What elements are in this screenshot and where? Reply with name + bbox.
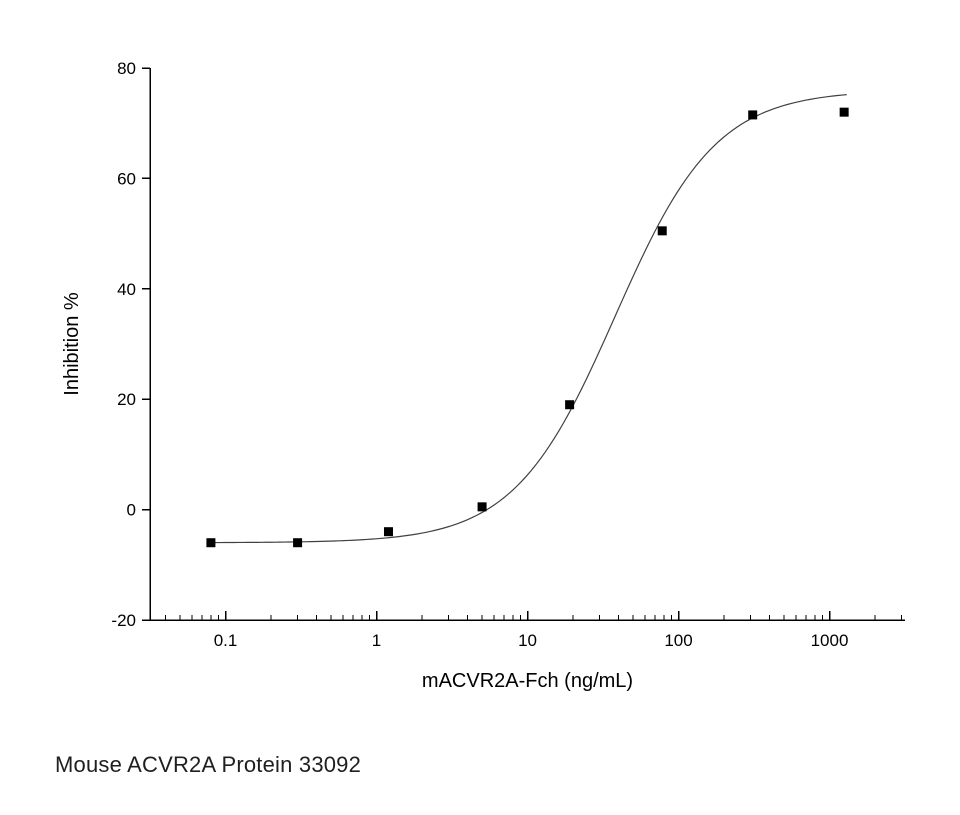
data-point-marker — [383, 527, 393, 537]
y-axis-label: Inhibition % — [61, 292, 83, 396]
y-tick-label: 40 — [117, 280, 136, 299]
data-point-marker — [293, 538, 303, 548]
y-tick-label: 0 — [127, 501, 136, 520]
data-point-marker — [839, 107, 849, 117]
y-tick-label: 20 — [117, 390, 136, 409]
y-tick-label: 80 — [117, 59, 136, 78]
data-point-marker — [748, 110, 758, 120]
x-tick-label: 10 — [518, 631, 537, 650]
x-tick-label: 0.1 — [214, 631, 238, 650]
data-point-marker — [206, 538, 216, 548]
fit-curve — [206, 94, 847, 544]
plot-layer: -20 0 20 40 60 80 0.1 1 10 100 1000 — [111, 59, 905, 650]
x-tick-label: 1000 — [811, 631, 849, 650]
data-point-marker — [565, 400, 575, 410]
data-point-marker — [657, 226, 667, 236]
x-tick-label: 1 — [372, 631, 381, 650]
x-tick-label: 100 — [664, 631, 692, 650]
data-point-marker — [477, 502, 487, 512]
figure-caption: Mouse ACVR2A Protein 33092 — [55, 752, 362, 777]
x-axis-label: mACVR2A-Fch (ng/mL) — [422, 670, 633, 692]
chart-canvas: -20 0 20 40 60 80 0.1 1 10 100 1000 mACVR2A-Fch (n… — [61, 59, 905, 692]
y-tick-label: -20 — [111, 611, 136, 630]
y-tick-label: 60 — [117, 169, 136, 188]
